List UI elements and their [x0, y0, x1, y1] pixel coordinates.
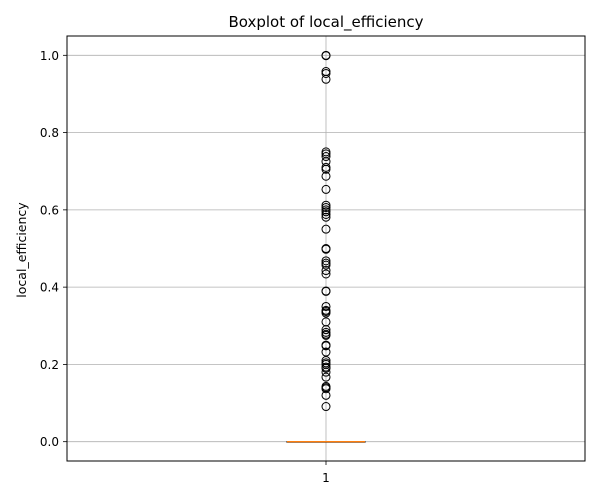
chart-title: Boxplot of local_efficiency [228, 13, 423, 32]
outlier-point [321, 384, 331, 394]
outlier-points [321, 50, 331, 412]
outlier-point [321, 171, 331, 181]
outlier-point [321, 74, 331, 84]
outlier-point [321, 367, 331, 377]
y-tick-label: 0.0 [40, 435, 59, 449]
y-tick-label: 0.2 [40, 358, 59, 372]
y-tick-label: 1.0 [40, 49, 59, 63]
outlier-point [321, 210, 331, 219]
y-tick-label: 0.4 [40, 281, 59, 295]
y-tick-label: 0.8 [40, 126, 59, 140]
outlier-point [321, 200, 331, 210]
outlier-point [321, 266, 331, 276]
outlier-point [321, 203, 331, 213]
outlier-point [321, 330, 331, 340]
outlier-point [321, 325, 331, 335]
outlier-point [321, 372, 331, 382]
outlier-point [321, 402, 331, 412]
outlier-point [321, 207, 331, 217]
outlier-point [321, 341, 331, 351]
outlier-point [321, 308, 331, 318]
outlier-point [321, 184, 331, 194]
outlier-point [321, 164, 331, 174]
tick-labels: 0.0 0.2 0.4 0.6 0.8 1.0 1 [40, 49, 330, 485]
outlier-point [321, 51, 331, 61]
outlier-point [321, 68, 331, 78]
outlier-point [321, 224, 331, 234]
outlier-point [321, 301, 331, 311]
y-axis-label: local_efficiency [14, 202, 29, 298]
y-tick-label: 0.6 [40, 203, 59, 217]
outlier-point [321, 256, 331, 266]
outlier-point [321, 244, 331, 254]
outlier-point [321, 212, 331, 222]
x-tick-label: 1 [322, 471, 330, 485]
outlier-point [321, 286, 331, 296]
outlier-point [321, 363, 331, 373]
outlier-point [321, 152, 331, 162]
box-element [286, 441, 366, 443]
outlier-point [321, 390, 331, 400]
outlier-point [321, 269, 331, 279]
outlier-point [321, 260, 331, 270]
plot-frame [66, 35, 586, 462]
axes [63, 54, 327, 465]
grid-lines [67, 36, 585, 461]
